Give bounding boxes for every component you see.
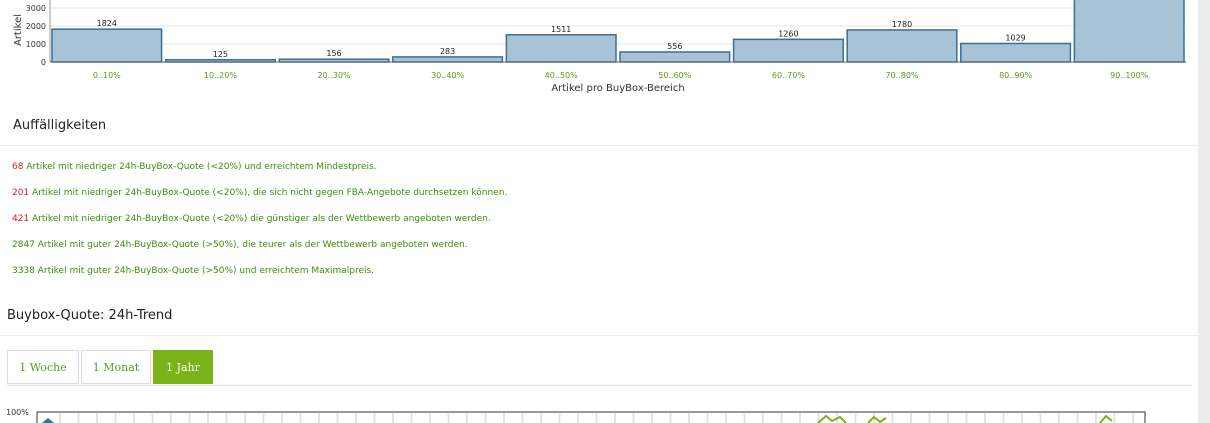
tab-1-woche[interactable]: 1 Woche xyxy=(7,350,79,384)
finding-text: Artikel mit guter 24h-BuyBox-Quote (>50%… xyxy=(34,240,468,250)
x-tick-label: 30..40% xyxy=(431,71,464,80)
trend-line-segment xyxy=(867,415,887,423)
bar xyxy=(619,51,731,63)
finding-item: 3338 Artikel mit guter 24h-BuyBox-Quote … xyxy=(12,264,507,290)
x-tick-label: 20..30% xyxy=(317,71,350,80)
tab-1-monat[interactable]: 1 Monat xyxy=(81,350,151,384)
finding-text: Artikel mit niedriger 24h-BuyBox-Quote (… xyxy=(29,188,508,198)
bar xyxy=(392,56,504,63)
finding-text: Artikel mit guter 24h-BuyBox-Quote (>50%… xyxy=(34,266,375,276)
section-divider xyxy=(0,335,1198,336)
bar xyxy=(732,38,844,63)
trend-plot-frame xyxy=(36,411,1146,423)
bar-value-label: 1780 xyxy=(892,20,912,29)
x-tick-label: 80..90% xyxy=(999,71,1032,80)
x-axis-title: Artikel pro BuyBox-Bereich xyxy=(551,83,684,94)
x-tick-label: 70..80% xyxy=(885,71,918,80)
finding-count: 68 xyxy=(12,162,24,172)
finding-count: 421 xyxy=(12,214,30,224)
y-tick-label: 1000 xyxy=(26,40,46,49)
trend-range-tabs: 1 Woche 1 Monat 1 Jahr xyxy=(7,350,215,384)
finding-item: 68 Artikel mit niedriger 24h-BuyBox-Quot… xyxy=(12,160,507,186)
finding-item: 201 Artikel mit niedriger 24h-BuyBox-Quo… xyxy=(12,186,507,212)
x-tick-label: 90..100% xyxy=(1110,71,1149,80)
bar-value-label: 1260 xyxy=(778,29,798,38)
finding-text: Artikel mit niedriger 24h-BuyBox-Quote (… xyxy=(29,214,491,224)
bar-value-label: 1029 xyxy=(1005,33,1025,42)
bar-value-label: 1824 xyxy=(97,19,117,28)
findings-list: 68 Artikel mit niedriger 24h-BuyBox-Quot… xyxy=(12,160,507,290)
finding-count: 3338 xyxy=(12,266,35,276)
x-tick-label: 60..70% xyxy=(772,71,805,80)
trend-line-segment xyxy=(817,414,847,423)
bar-value-label: 283 xyxy=(440,47,455,56)
bar xyxy=(846,29,958,63)
bar xyxy=(960,42,1072,63)
trend-line-segment xyxy=(1099,414,1113,423)
x-tick-label: 0..10% xyxy=(93,71,121,80)
x-tick-label: 10..20% xyxy=(204,71,237,80)
finding-count: 2847 xyxy=(12,240,35,250)
y-tick-label: 3000 xyxy=(26,4,46,13)
finding-item: 421 Artikel mit niedriger 24h-BuyBox-Quo… xyxy=(12,212,507,238)
auffaelligkeiten-title: Auffälligkeiten xyxy=(13,118,107,133)
trend-y-top-label: 100% xyxy=(6,408,29,417)
y-tick-label: 0 xyxy=(41,58,46,67)
page-scrollbar[interactable] xyxy=(1198,0,1210,423)
bar-value-label: 125 xyxy=(213,50,228,59)
trend-marker xyxy=(42,418,54,423)
finding-count: 201 xyxy=(12,188,30,198)
section-divider xyxy=(0,145,1198,146)
x-tick-label: 50..60% xyxy=(658,71,691,80)
trend-gridlines xyxy=(59,413,1134,423)
y-tick-label: 2000 xyxy=(26,22,46,31)
bar xyxy=(505,34,617,63)
tab-1-jahr[interactable]: 1 Jahr xyxy=(153,350,213,384)
finding-item: 2847 Artikel mit guter 24h-BuyBox-Quote … xyxy=(12,238,507,264)
bar-value-label: 156 xyxy=(326,49,341,58)
x-tick-label: 40..50% xyxy=(545,71,578,80)
bar xyxy=(51,28,163,63)
bar-value-label: 1511 xyxy=(551,25,571,34)
trend-title: Buybox-Quote: 24h-Trend xyxy=(7,308,173,323)
bar-value-label: 556 xyxy=(667,42,682,51)
trend-chart: 100% xyxy=(6,408,1146,423)
y-axis-title: Artikel xyxy=(13,14,24,46)
bar xyxy=(1073,0,1185,63)
finding-text: Artikel mit niedriger 24h-BuyBox-Quote (… xyxy=(23,162,377,172)
tabs-baseline xyxy=(7,385,1192,386)
